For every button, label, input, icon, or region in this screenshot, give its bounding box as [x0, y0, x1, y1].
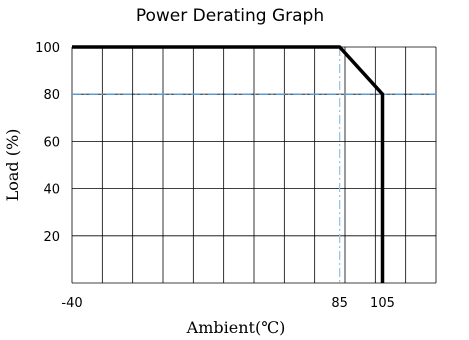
x-tick-label: 85 [331, 296, 348, 311]
derating-curve-line [72, 45, 385, 283]
y-tick-label: 60 [43, 135, 60, 150]
x-tick-label: -40 [61, 296, 82, 311]
x-tick-label: 105 [370, 296, 395, 311]
y-tick-labels: 20 40 60 80 100 [35, 41, 60, 245]
chart-title: Power Derating Graph [136, 6, 324, 26]
y-axis-label: Load (%) [3, 129, 22, 202]
series-layer [72, 45, 385, 283]
reference-lines [72, 47, 436, 283]
x-tick-labels: -40 85 105 [61, 296, 395, 311]
y-tick-label: 100 [35, 41, 60, 56]
y-tick-label: 40 [43, 183, 60, 198]
y-tick-label: 80 [43, 88, 60, 103]
y-tick-label: 20 [43, 230, 60, 245]
x-axis-label: Ambient(℃) [186, 318, 286, 337]
